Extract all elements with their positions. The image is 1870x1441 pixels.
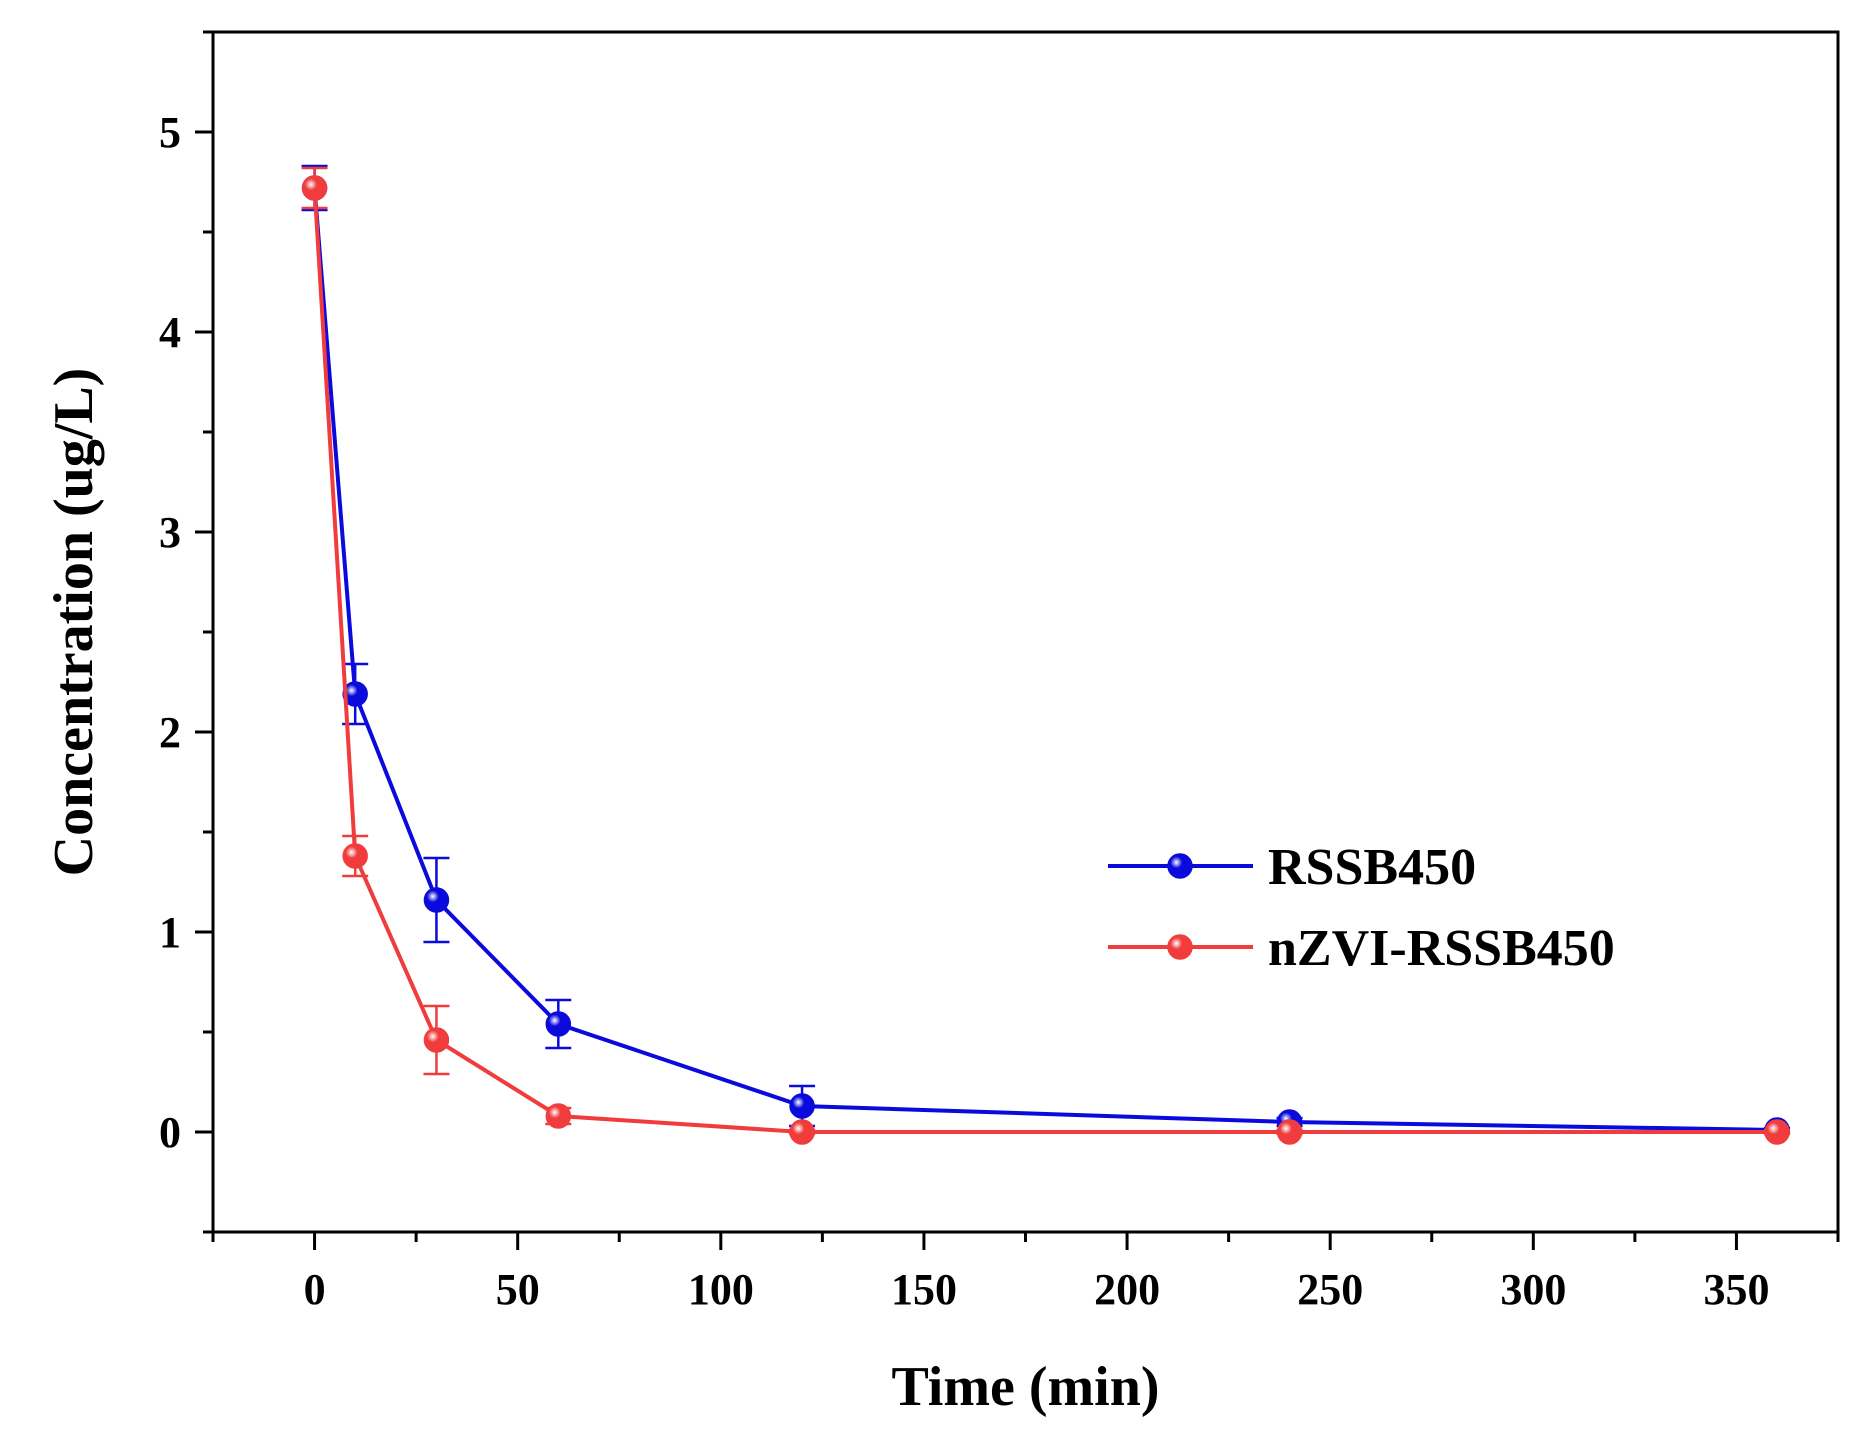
series-nzvi-rssb450 [301, 166, 1791, 1145]
legend-marker [1167, 853, 1193, 879]
data-point [545, 1103, 572, 1129]
y-tick-label: 2 [159, 708, 181, 757]
y-axis-title: Concentration (ug/L) [43, 368, 105, 877]
series-rssb450 [301, 164, 1791, 1143]
y-tick-label: 5 [159, 108, 181, 157]
data-point [342, 843, 368, 869]
data-point [789, 1093, 815, 1119]
legend-entry: nZVI-RSSB450 [1108, 920, 1615, 977]
legend-label: RSSB450 [1268, 839, 1476, 896]
series-line [312, 187, 1778, 1134]
data-point [789, 1119, 815, 1145]
data-point [1764, 1119, 1790, 1145]
y-tick-label: 1 [159, 908, 181, 957]
data-point [342, 681, 368, 707]
legend-marker [1167, 934, 1193, 960]
data-point [423, 887, 450, 913]
y-tick-label: 0 [159, 1108, 181, 1157]
x-tick-label: 0 [304, 1265, 326, 1314]
x-tick-label: 100 [688, 1265, 754, 1314]
series-line [312, 187, 1778, 1132]
data-point [301, 175, 328, 201]
y-tick-label: 4 [159, 308, 181, 357]
x-tick-label: 200 [1094, 1265, 1160, 1314]
x-tick-label: 350 [1703, 1265, 1769, 1314]
x-tick-label: 300 [1500, 1265, 1566, 1314]
data-point [423, 1027, 450, 1053]
x-tick-label: 150 [891, 1265, 957, 1314]
legend-label: nZVI-RSSB450 [1268, 920, 1615, 977]
legend-entry: RSSB450 [1108, 839, 1476, 896]
x-tick-label: 50 [496, 1265, 540, 1314]
y-tick-label: 3 [159, 508, 181, 557]
x-axis-title: Time (min) [891, 1356, 1159, 1418]
data-point [1276, 1119, 1303, 1145]
x-tick-label: 250 [1297, 1265, 1363, 1314]
data-point [545, 1011, 572, 1037]
